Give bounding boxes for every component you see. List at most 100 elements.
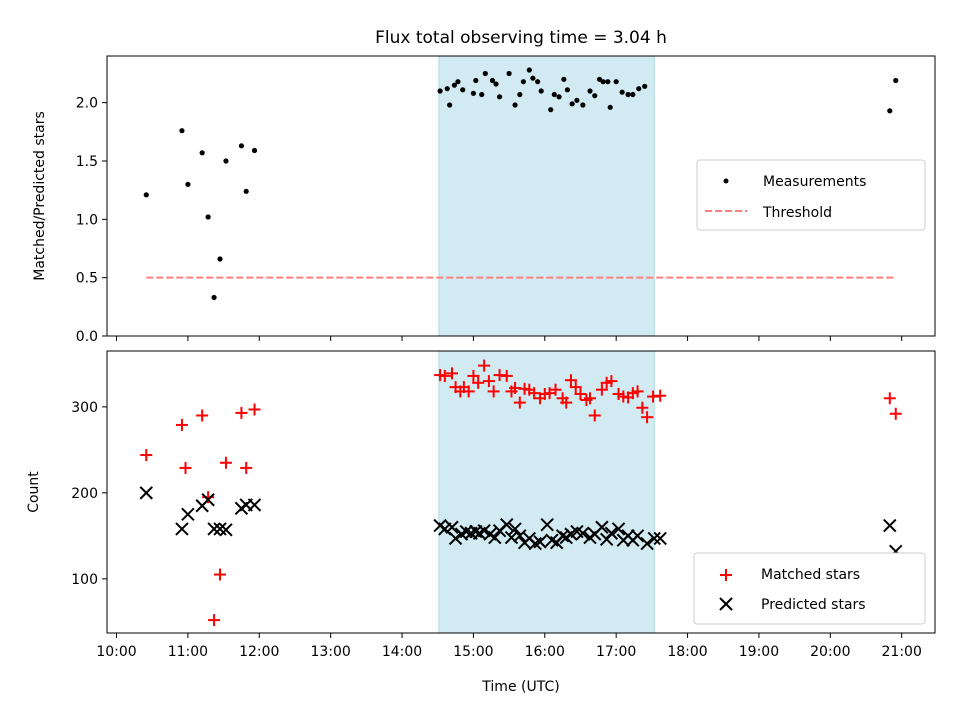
matched-point bbox=[196, 409, 209, 422]
ratio-y-tick-label: 1.0 bbox=[76, 212, 98, 228]
ratio-x-ticks bbox=[116, 336, 903, 341]
x-tick-label: 14:00 bbox=[382, 644, 422, 660]
matched-point bbox=[478, 359, 491, 372]
x-tick-label: 21:00 bbox=[882, 644, 922, 660]
measurement-point bbox=[605, 79, 611, 85]
count-y-ticks: 100 200 300 bbox=[71, 400, 107, 588]
ratio-y-tick-label: 0.0 bbox=[76, 329, 98, 345]
figure-title: Flux total observing time = 3.04 h bbox=[375, 28, 667, 48]
measurement-point bbox=[444, 86, 450, 92]
ratio-legend: Measurements Threshold bbox=[696, 159, 926, 231]
matched-point bbox=[588, 409, 601, 422]
predicted-point bbox=[640, 536, 654, 551]
measurement-point bbox=[489, 77, 496, 84]
measurement-point bbox=[520, 79, 526, 85]
predicted-point bbox=[883, 518, 897, 533]
matched-point bbox=[235, 406, 248, 419]
measurement-point bbox=[548, 107, 554, 113]
measurement-point bbox=[517, 91, 523, 98]
predicted-point bbox=[653, 531, 667, 546]
count-legend-box bbox=[693, 552, 926, 625]
measurement-point bbox=[470, 90, 477, 96]
measurement-point bbox=[619, 89, 625, 95]
matched-point bbox=[446, 367, 458, 380]
observing-span bbox=[438, 55, 655, 337]
measurement-point bbox=[625, 91, 631, 98]
ratio-y-tick-label: 0.5 bbox=[76, 271, 98, 287]
predicted-point bbox=[445, 520, 459, 534]
measurement-point bbox=[451, 82, 457, 88]
predicted-point bbox=[175, 522, 189, 536]
predicted-point bbox=[647, 531, 661, 546]
x-tick-label: 20:00 bbox=[810, 644, 850, 660]
matched-point bbox=[574, 387, 587, 400]
ratio-y-axis-label: Matched/Predicted stars bbox=[32, 111, 48, 281]
measurement-point bbox=[580, 102, 586, 108]
matched-point bbox=[248, 403, 261, 416]
ratio-y-tick-label: 2.0 bbox=[76, 96, 98, 112]
measurement-point bbox=[893, 77, 899, 84]
matched-point bbox=[467, 369, 480, 382]
measurement-point bbox=[561, 76, 567, 82]
measurement-point bbox=[179, 128, 185, 134]
measurement-point bbox=[636, 86, 642, 92]
measurement-point bbox=[538, 88, 544, 94]
count-panel-frame bbox=[106, 350, 936, 634]
count-legend: Matched stars Predicted stars bbox=[693, 552, 926, 625]
matched-point bbox=[528, 387, 541, 400]
measurement-point bbox=[460, 87, 466, 93]
predicted-point bbox=[219, 523, 233, 537]
measurement-point bbox=[205, 214, 211, 220]
measurement-point bbox=[642, 83, 648, 89]
matched-point bbox=[641, 411, 654, 424]
count-x-ticks: 10:00 11:00 12:00 13:00 14:00 15:00 16:00 17:00… bbox=[96, 633, 922, 660]
matched-point bbox=[179, 461, 192, 474]
predicted-point bbox=[201, 493, 215, 507]
legend-matched-label: Matched stars bbox=[761, 567, 860, 583]
count-y-tick-label: 100 bbox=[71, 572, 98, 588]
predicted-point bbox=[500, 517, 514, 532]
predicted-point bbox=[139, 486, 153, 500]
count-y-axis-label: Count bbox=[26, 471, 42, 513]
predicted-point bbox=[528, 536, 542, 551]
legend-measurements-label: Measurements bbox=[763, 174, 866, 190]
predicted-point bbox=[448, 531, 463, 546]
measurement-point bbox=[251, 147, 258, 154]
count-panel: 10:00 11:00 12:00 13:00 14:00 15:00 16:00 17:00… bbox=[26, 350, 936, 695]
predicted-point bbox=[595, 520, 609, 534]
ratio-y-ticks: 0.0 0.5 1.0 1.5 2.0 bbox=[76, 96, 107, 345]
matched-point bbox=[202, 491, 215, 504]
ratio-series bbox=[143, 67, 899, 301]
matched-point bbox=[560, 396, 573, 409]
matched-point bbox=[214, 568, 227, 581]
predicted-point bbox=[508, 522, 522, 536]
measurement-point bbox=[535, 79, 541, 85]
measurement-point bbox=[506, 70, 512, 77]
measurement-point bbox=[600, 79, 606, 85]
matched-point bbox=[438, 369, 451, 382]
measurement-point bbox=[143, 192, 149, 198]
measurement-point bbox=[482, 70, 488, 77]
matched-point bbox=[549, 383, 562, 396]
measurement-point bbox=[243, 188, 249, 194]
measurement-point bbox=[493, 81, 499, 87]
measurement-point bbox=[574, 97, 580, 103]
measurement-point bbox=[592, 93, 598, 99]
ratio-panel-frame bbox=[106, 55, 936, 337]
x-tick-label: 13:00 bbox=[310, 644, 350, 660]
x-tick-label: 18:00 bbox=[667, 644, 707, 660]
predicted-point bbox=[540, 517, 554, 532]
matched-point bbox=[240, 461, 253, 474]
measurement-point bbox=[556, 94, 562, 100]
measurement-point bbox=[185, 181, 191, 187]
measurement-point bbox=[238, 143, 245, 149]
measurement-point bbox=[613, 79, 619, 85]
x-tick-label: 12:00 bbox=[239, 644, 279, 660]
measurement-point bbox=[223, 158, 229, 164]
measurement-point bbox=[217, 256, 223, 262]
legend-threshold-label: Threshold bbox=[762, 205, 832, 221]
measurement-point bbox=[564, 87, 570, 93]
matched-point bbox=[140, 449, 153, 462]
matched-point bbox=[482, 375, 495, 388]
